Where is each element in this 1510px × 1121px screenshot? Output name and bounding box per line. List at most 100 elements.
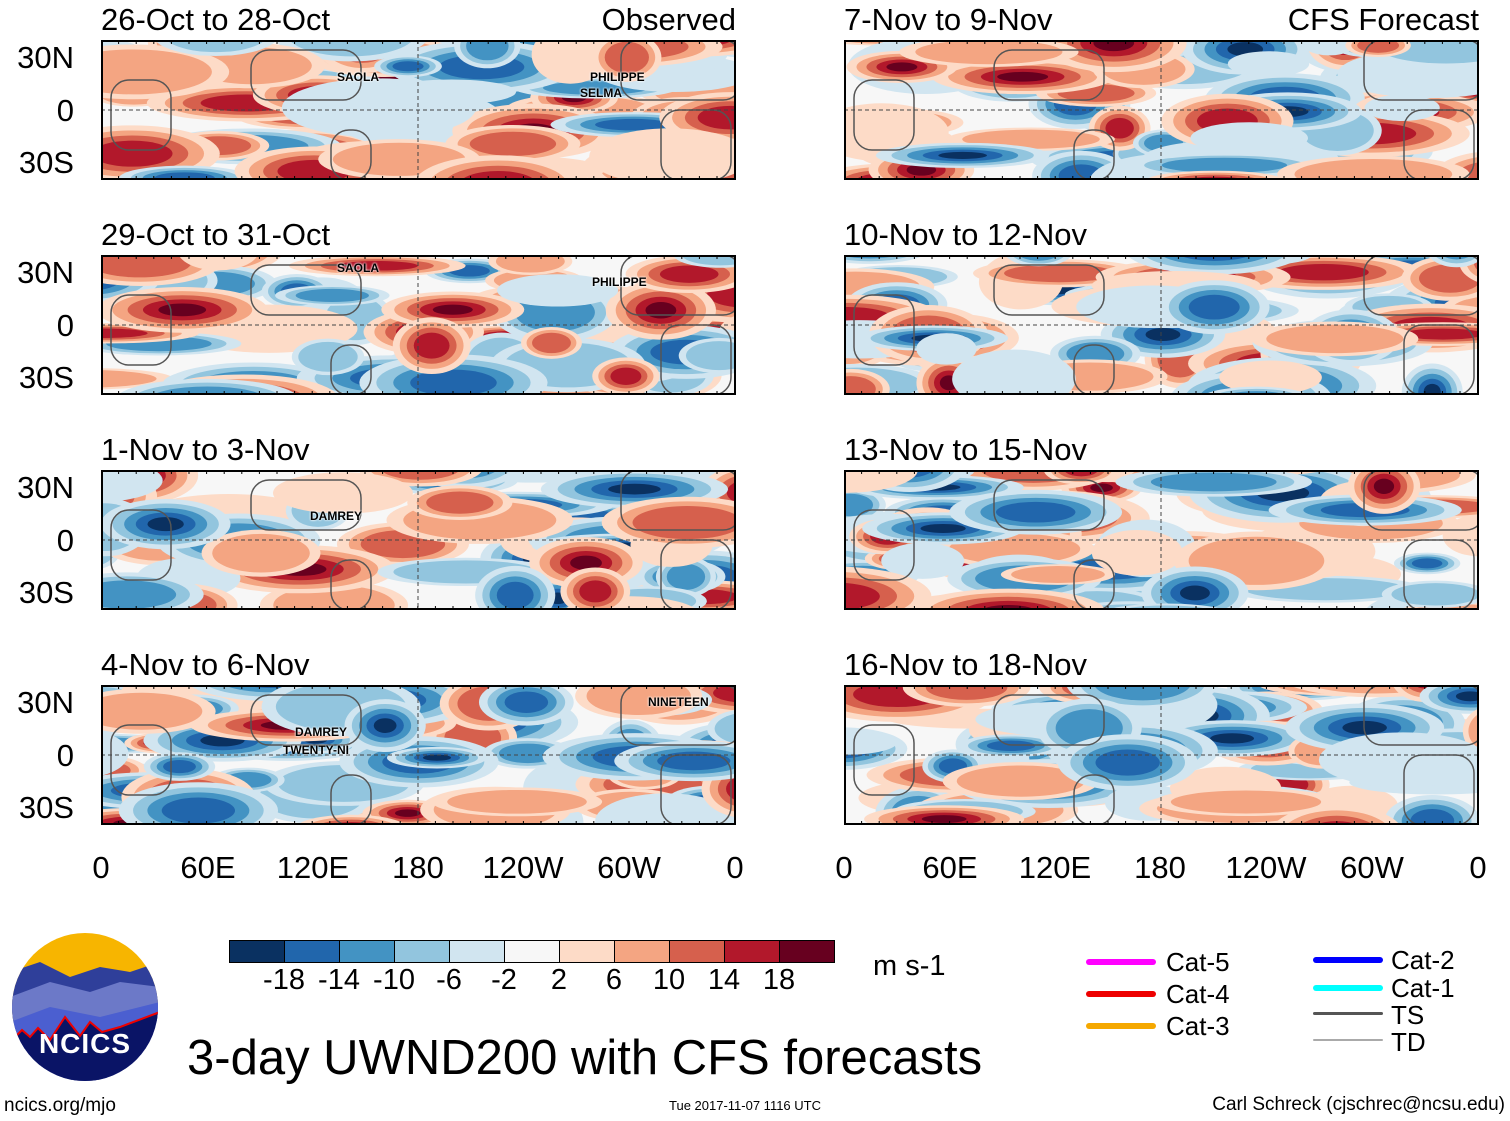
coastline	[993, 49, 1105, 101]
wind-anomaly-contour	[504, 691, 549, 713]
wind-anomaly-contour	[497, 274, 619, 307]
map-panel	[844, 40, 1479, 180]
x-tick-label: 120W	[1225, 850, 1307, 885]
main-title: 3-day UWND200 with CFS forecasts	[187, 1031, 983, 1085]
x-tick-label: 0	[726, 850, 744, 885]
legend-swatch-cat-5	[1086, 959, 1156, 965]
wind-anomaly-contour	[1094, 685, 1192, 701]
wind-anomaly-contour	[1188, 294, 1240, 320]
wind-anomaly-contour	[579, 580, 612, 603]
coastline	[110, 294, 172, 366]
coastline	[1073, 559, 1115, 610]
storm-label: TWENTY-NI	[283, 743, 349, 757]
coastline	[110, 724, 172, 796]
coastline	[1363, 40, 1479, 101]
wind-anomaly-contour	[1410, 808, 1455, 825]
wind-anomaly-contour	[595, 118, 672, 131]
map-panel	[844, 470, 1479, 610]
legend-swatch-td	[1313, 1039, 1383, 1041]
coastline	[1073, 774, 1115, 825]
wind-anomaly-contour	[1373, 478, 1395, 495]
wind-anomaly-contour	[178, 255, 258, 271]
wind-anomaly-contour	[657, 751, 731, 771]
wind-anomaly-contour	[531, 40, 610, 84]
wind-anomaly-contour	[925, 685, 1008, 700]
y-tick-label: 0	[56, 523, 74, 558]
wind-anomaly-contour	[1091, 529, 1183, 576]
coastline	[620, 255, 736, 316]
panel-title: 16-Nov to 18-Nov	[844, 647, 1087, 682]
wind-anomaly-contour	[726, 482, 736, 503]
source-url[interactable]: ncics.org/mjo	[4, 1095, 116, 1116]
panel-title: 13-Nov to 15-Nov	[844, 432, 1087, 467]
y-tick-label: 30N	[17, 470, 74, 505]
colorbar-label: 14	[707, 964, 741, 996]
coastline	[620, 40, 736, 101]
coastline	[620, 685, 736, 746]
wind-anomaly-contour	[666, 563, 706, 590]
wind-anomaly-contour	[298, 341, 358, 372]
wind-anomaly-contour	[272, 472, 413, 514]
wind-anomaly-contour	[422, 754, 451, 761]
wind-anomaly-contour	[844, 470, 918, 493]
wind-anomaly-contour	[386, 79, 517, 105]
logo-text: NCICS	[38, 1028, 132, 1059]
y-tick-label: 30N	[17, 685, 74, 720]
legend-swatch-cat-3	[1086, 1023, 1156, 1029]
map-panel	[101, 255, 736, 395]
colorbar-label: -18	[263, 964, 305, 996]
legend-label: Cat-3	[1166, 1011, 1230, 1041]
wind-anomaly-contour	[161, 797, 236, 824]
wind-anomaly-contour	[381, 470, 460, 480]
y-tick-label: 30S	[18, 790, 74, 825]
wind-anomaly-contour	[158, 303, 207, 317]
legend-label: TD	[1391, 1027, 1426, 1057]
coastline	[330, 774, 372, 825]
wind-anomaly-contour	[392, 61, 424, 72]
panel-title: 10-Nov to 12-Nov	[844, 217, 1087, 252]
storm-label: SAOLA	[337, 70, 379, 84]
credit: Carl Schreck (cjschrec@ncsu.edu)	[1212, 1094, 1505, 1115]
legend-swatch-cat-2	[1313, 957, 1383, 963]
coastline	[250, 264, 362, 316]
wind-anomaly-contour	[681, 255, 736, 266]
wind-anomaly-contour	[1298, 40, 1361, 56]
coastline	[250, 49, 362, 101]
wind-anomaly-contour	[956, 765, 1086, 797]
coastline	[110, 509, 172, 581]
wind-anomaly-contour	[1219, 360, 1322, 395]
colorbar-label: 2	[550, 964, 568, 996]
map-panel	[844, 685, 1479, 825]
x-tick-label: 60W	[1340, 850, 1404, 885]
wind-anomaly-contour	[920, 523, 966, 533]
colorbar-swatch	[340, 941, 395, 962]
wind-anomaly-contour	[1391, 583, 1479, 606]
wind-anomaly-contour	[461, 170, 535, 180]
x-tick-label: 180	[392, 850, 444, 885]
wind-anomaly-contour	[570, 555, 602, 571]
storm-label: PHILIPPE	[590, 70, 645, 84]
legend-label: Cat-4	[1166, 979, 1230, 1009]
wind-anomaly-contour	[495, 255, 565, 273]
wind-anomaly-contour	[394, 809, 421, 817]
x-tick-label: 0	[92, 850, 110, 885]
storm-label: PHILIPPE	[592, 275, 647, 289]
wind-anomaly-contour	[101, 49, 212, 95]
panel-title: 29-Oct to 31-Oct	[101, 217, 331, 252]
map-panel	[844, 255, 1479, 395]
y-tick-label: 30S	[18, 360, 74, 395]
wind-anomaly-contour	[685, 341, 736, 371]
wind-anomaly-contour	[921, 815, 967, 823]
wind-anomaly-contour	[410, 369, 497, 395]
wind-anomaly-contour	[916, 333, 977, 365]
wind-anomaly-contour	[1190, 122, 1308, 154]
x-tick-label: 60E	[922, 850, 978, 885]
wind-anomaly-contour	[952, 349, 1076, 395]
map-panel	[101, 470, 736, 610]
wind-anomaly-contour	[1278, 264, 1369, 281]
x-tick-label: 60W	[597, 850, 661, 885]
coastline	[853, 509, 915, 581]
x-tick-label: 0	[835, 850, 853, 885]
coastline	[330, 129, 372, 180]
wind-anomaly-contour	[1266, 324, 1404, 354]
